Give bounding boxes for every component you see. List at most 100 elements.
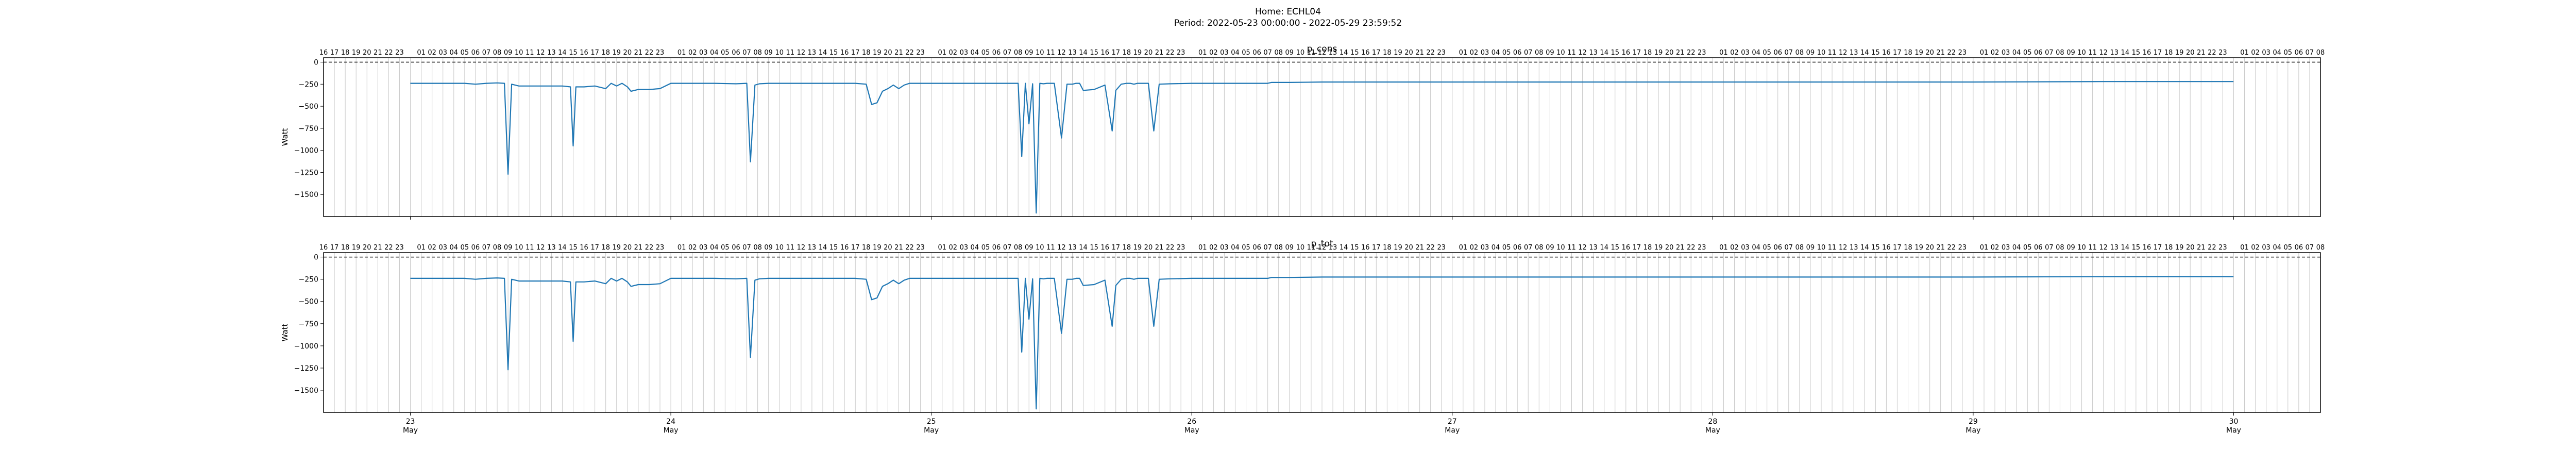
- p-cons-hour-label: 13: [1329, 49, 1337, 57]
- p-tot-hour-label: 10: [1556, 244, 1565, 252]
- p-tot-hour-label: 17: [1633, 244, 1641, 252]
- p-cons-hour-label: 06: [1252, 49, 1261, 57]
- p-tot-hour-label: 05: [461, 244, 469, 252]
- p-tot-hour-label: 07: [1785, 244, 1793, 252]
- p-tot-hour-label: 17: [1111, 244, 1120, 252]
- p-cons-hour-label: 19: [1133, 49, 1142, 57]
- p-cons-hour-label: 22: [905, 49, 914, 57]
- p-cons-hour-label: 09: [2066, 49, 2075, 57]
- p-cons-hour-label: 08: [2316, 49, 2325, 57]
- p-tot-hour-label: 04: [1752, 244, 1760, 252]
- p-cons-hour-label: 08: [1535, 49, 1544, 57]
- p-cons-y-tick-label: −1000: [294, 147, 318, 155]
- p-tot-hour-label: 01: [2240, 244, 2249, 252]
- p-cons-hour-label: 18: [1904, 49, 1912, 57]
- p-cons-hour-label: 18: [1123, 49, 1131, 57]
- p-cons-hour-label: 16: [1622, 49, 1631, 57]
- p-tot-hour-label: 01: [417, 244, 426, 252]
- p-cons-hour-label: 07: [2045, 49, 2054, 57]
- p-tot-hour-label: 06: [732, 244, 740, 252]
- p-cons-hour-label: 20: [884, 49, 892, 57]
- p-cons-hour-label: 04: [1492, 49, 1500, 57]
- x-tick-day-label: 26: [1187, 418, 1196, 426]
- p-tot-hour-label: 14: [558, 244, 567, 252]
- p-tot-hour-label: 07: [482, 244, 491, 252]
- p-tot-hour-label: 06: [992, 244, 1001, 252]
- p-cons-hour-label: 16: [1361, 49, 1370, 57]
- p-cons-hour-label: 17: [1111, 49, 1120, 57]
- p-tot-hour-label: 08: [493, 244, 502, 252]
- p-cons-hour-label: 13: [547, 49, 556, 57]
- p-cons-hour-label: 06: [1773, 49, 1782, 57]
- p-cons-hour-label: 12: [536, 49, 545, 57]
- p-tot-hour-label: 03: [2262, 244, 2270, 252]
- p-cons-hour-label: 08: [493, 49, 502, 57]
- p-cons-hour-label: 07: [1524, 49, 1533, 57]
- p-tot-hour-label: 02: [1209, 244, 1218, 252]
- p-cons-hour-label: 20: [1404, 49, 1413, 57]
- p-tot-hour-label: 22: [384, 244, 393, 252]
- p-tot-hour-label: 02: [688, 244, 697, 252]
- p-cons-hour-label: 17: [1633, 49, 1641, 57]
- p-cons-hour-label: 01: [938, 49, 946, 57]
- p-cons-hour-label: 15: [1090, 49, 1098, 57]
- p-cons-hour-grid: 16 17 18 19 20 21 22 23 01 02 03 04 05 06 07 08 09 10 11 12…: [319, 49, 2325, 217]
- p-tot-hour-label: 02: [1470, 244, 1479, 252]
- p-cons-hour-label: 18: [2164, 49, 2173, 57]
- p-cons-hour-label: 19: [1394, 49, 1402, 57]
- p-tot-hour-label: 06: [471, 244, 480, 252]
- p-cons-hour-label: 19: [1914, 49, 1923, 57]
- p-cons-hour-label: 10: [1817, 49, 1826, 57]
- p-tot-hour-label: 03: [960, 244, 969, 252]
- p-tot-hour-label: 21: [1676, 244, 1685, 252]
- x-tick-day-label: 25: [927, 418, 936, 426]
- p-cons-hour-label: 22: [645, 49, 654, 57]
- p-cons-hour-label: 21: [2197, 49, 2206, 57]
- p-tot-hour-label: 01: [1198, 244, 1207, 252]
- p-cons-hour-label: 18: [601, 49, 610, 57]
- p-tot-hour-label: 13: [1329, 244, 1337, 252]
- p-tot-y-tick-label: −750: [299, 320, 318, 328]
- p-tot-y-tick-label: 0: [314, 254, 318, 262]
- p-cons-hour-label: 20: [623, 49, 632, 57]
- p-tot-hour-label: 18: [862, 244, 871, 252]
- p-cons-hour-label: 21: [374, 49, 382, 57]
- p-tot-hour-label: 19: [2175, 244, 2184, 252]
- p-tot-hour-label: 09: [1025, 244, 1033, 252]
- p-cons-hour-label: 03: [438, 49, 447, 57]
- p-tot-hour-label: 14: [819, 244, 827, 252]
- p-tot-hour-label: 03: [1481, 244, 1489, 252]
- p-cons-hour-label: 22: [1166, 49, 1175, 57]
- p-cons-hour-label: 16: [840, 49, 849, 57]
- p-cons-hour-label: 15: [829, 49, 838, 57]
- p-cons-hour-label: 16: [580, 49, 588, 57]
- x-tick-day-label: 27: [1448, 418, 1457, 426]
- p-tot-hour-label: 18: [1383, 244, 1392, 252]
- p-tot-hour-label: 21: [1936, 244, 1945, 252]
- p-tot-hour-label: 18: [1643, 244, 1652, 252]
- p-tot-hour-label: 23: [1698, 244, 1706, 252]
- p-tot-hour-label: 05: [1502, 244, 1511, 252]
- p-cons-hour-label: 05: [1502, 49, 1511, 57]
- p-tot-hour-label: 15: [1090, 244, 1098, 252]
- p-cons-hour-label: 03: [960, 49, 969, 57]
- p-tot-hour-label: 10: [1817, 244, 1826, 252]
- p-tot-hour-label: 04: [2273, 244, 2281, 252]
- p-cons-hour-label: 14: [1600, 49, 1608, 57]
- p-cons-hour-label: 18: [1383, 49, 1392, 57]
- p-tot-hour-label: 21: [374, 244, 382, 252]
- p-cons-hour-label: 04: [450, 49, 459, 57]
- p-tot-hour-label: 20: [623, 244, 632, 252]
- p-tot-hour-label: 14: [1860, 244, 1869, 252]
- p-cons-hour-label: 23: [656, 49, 665, 57]
- p-cons-hour-label: 01: [677, 49, 686, 57]
- p-tot-hour-label: 05: [2023, 244, 2032, 252]
- x-tick-month-label: May: [1445, 426, 1460, 435]
- p-cons-hour-label: 07: [1003, 49, 1012, 57]
- p-tot-hour-label: 11: [1828, 244, 1837, 252]
- x-tick-month-label: May: [403, 426, 418, 435]
- figure-title-line1: Home: ECHL04: [1255, 7, 1321, 17]
- p-tot-hour-label: 01: [938, 244, 946, 252]
- p-tot-hour-label: 03: [699, 244, 708, 252]
